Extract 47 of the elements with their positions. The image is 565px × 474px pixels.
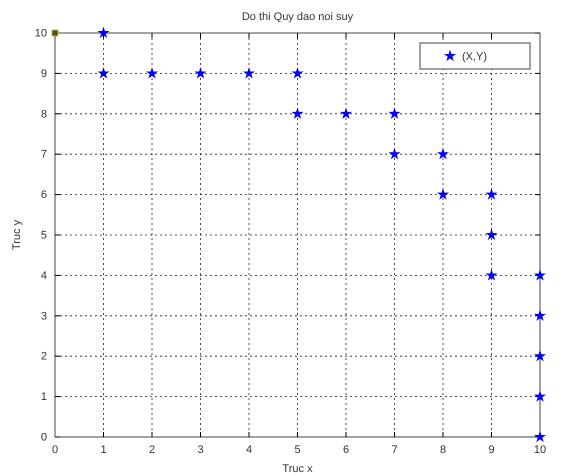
x-tick-label: 4: [246, 444, 252, 456]
x-tick-label: 5: [294, 444, 301, 456]
point: [436, 148, 450, 160]
y-tick-label: 0: [40, 432, 47, 444]
y-axis-title: Truc y: [11, 219, 23, 250]
y-tick-label: 5: [40, 230, 47, 242]
point: [291, 107, 304, 119]
y-tick-label: 1: [40, 391, 47, 404]
x-tick-label: 6: [342, 444, 350, 456]
x-tick-label: 0: [52, 444, 58, 456]
point: [485, 228, 498, 240]
x-tick-label: 2: [148, 444, 156, 456]
point: [534, 430, 546, 442]
x-tick-label: 1: [100, 444, 107, 456]
point: [97, 26, 110, 38]
legend-label: (X,Y): [462, 51, 488, 63]
chart-title: Do thi Quy dao noi suy: [242, 11, 354, 23]
point: [97, 67, 110, 79]
x-tick-label: 10: [534, 444, 546, 456]
point: [388, 148, 401, 160]
x-axis-title: Truc x: [282, 463, 314, 474]
x-tick-label: 7: [391, 444, 398, 456]
x-tick-label: 8: [440, 444, 446, 456]
y-tick-label: 3: [40, 310, 47, 322]
point: [51, 29, 59, 37]
point: [291, 67, 304, 79]
point: [388, 107, 401, 119]
point: [194, 67, 207, 79]
y-tick-label: 2: [40, 350, 47, 363]
x-tick-label: 9: [488, 444, 495, 456]
point: [242, 67, 256, 79]
x-tick-label: 3: [197, 444, 204, 456]
point: [485, 269, 498, 281]
y-tick-label: 6: [40, 189, 47, 202]
point: [534, 350, 546, 362]
y-tick-label: 9: [40, 68, 47, 80]
y-tick-label: 4: [40, 270, 47, 282]
point: [485, 188, 498, 200]
y-tick-label: 8: [40, 108, 47, 120]
y-tick-label: 10: [34, 28, 47, 40]
point: [534, 309, 546, 321]
point: [340, 107, 352, 119]
point: [534, 390, 546, 402]
y-tick-label: 7: [40, 148, 47, 161]
point: [436, 188, 450, 200]
point: [146, 67, 158, 79]
point: [534, 269, 546, 281]
